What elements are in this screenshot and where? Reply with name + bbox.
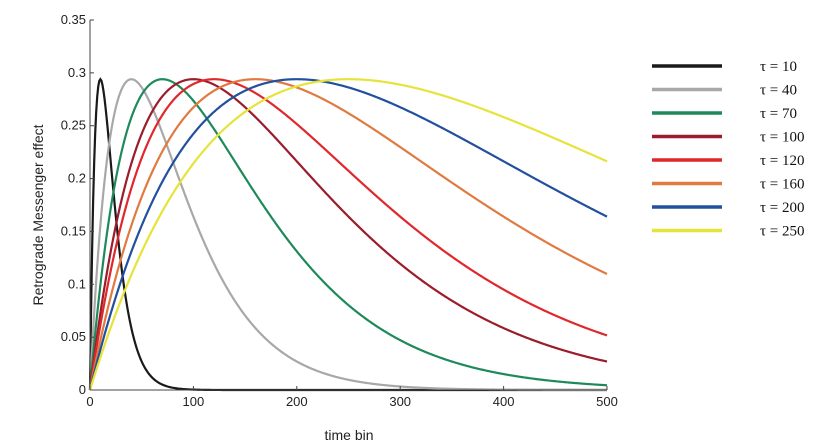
y-tick-label: 0.1 (68, 276, 86, 291)
y-tick-label: 0.35 (61, 12, 86, 27)
y-tick-label: 0.3 (68, 65, 86, 80)
x-tick-label: 400 (493, 394, 515, 409)
y-tick-label: 0.15 (61, 223, 86, 238)
x-tick-label: 500 (596, 394, 618, 409)
legend-label-tau-200: τ = 200 (760, 200, 805, 216)
x-tick-label: 200 (286, 394, 308, 409)
y-tick-label: 0.2 (68, 171, 86, 186)
x-axis-label: time bin (324, 427, 373, 443)
y-tick-label: 0.25 (61, 118, 86, 133)
legend-label-tau-100: τ = 100 (760, 130, 805, 146)
series-line-tau-70 (88, 78, 608, 391)
series-line-tau-40 (88, 78, 607, 392)
series-line-tau-100 (88, 78, 608, 391)
series-line-tau-250 (88, 78, 608, 391)
plot-area (88, 77, 608, 392)
series-line-tau-160 (88, 78, 608, 391)
legend-label-tau-120: τ = 120 (760, 153, 805, 169)
legend-label-tau-10: τ = 10 (760, 59, 797, 75)
y-tick-label: 0.05 (61, 329, 86, 344)
x-tick-label: 100 (183, 394, 205, 409)
x-tick-label: 300 (389, 394, 411, 409)
legend-label-tau-160: τ = 160 (760, 177, 805, 193)
y-axis-label: Retrograde Messenger effect (30, 124, 46, 305)
series-line-tau-10 (88, 77, 607, 392)
series-line-tau-120 (88, 78, 608, 391)
x-tick-label: 0 (86, 394, 93, 409)
x-axis: 0 100 200 300 400 500 (86, 386, 618, 409)
y-axis: 0 0.05 0.1 0.15 0.2 0.25 0.3 0.35 (61, 12, 94, 397)
series-line-tau-200 (88, 78, 608, 391)
legend-label-tau-40: τ = 40 (760, 83, 797, 99)
y-tick-label: 0 (79, 382, 86, 397)
legend-label-tau-70: τ = 70 (760, 106, 797, 122)
legend: τ = 10 τ = 40 τ = 70 τ = 100 τ = 120 τ = 160 τ… (652, 59, 805, 240)
legend-label-tau-250: τ = 250 (760, 224, 805, 240)
